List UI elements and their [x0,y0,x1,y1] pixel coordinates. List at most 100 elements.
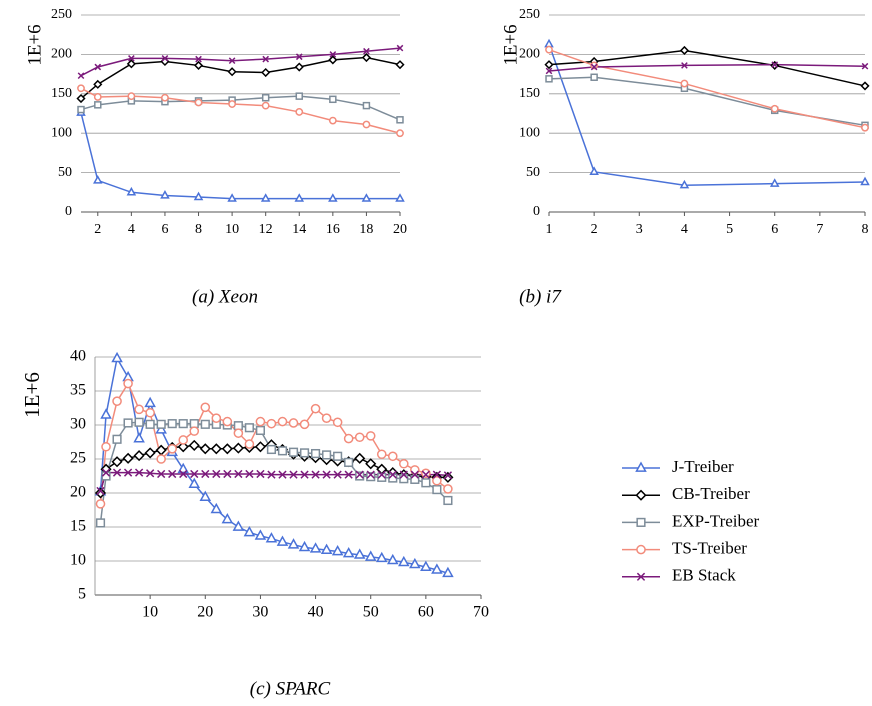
marker-circle [387,451,398,462]
marker-circle [127,92,136,101]
marker-diamond [111,456,123,468]
marker-x [195,55,202,63]
marker-square [432,485,442,495]
marker-diamond [177,441,189,453]
marker-x [278,470,287,479]
marker-square [362,101,371,110]
marker-square [396,116,404,124]
y-tick-label: 50 [58,165,72,180]
marker-triangle [298,540,311,552]
marker-square [366,472,376,482]
x-tick-label: 12 [259,222,273,237]
marker-square [590,73,598,81]
marker-x [388,470,397,479]
marker-square [94,101,102,109]
marker-x [157,469,166,479]
marker-x [77,72,85,80]
marker-x [179,469,188,479]
x-tick-label: 16 [326,222,340,237]
marker-triangle [287,538,300,549]
marker-x [363,47,370,55]
marker-triangle [254,529,267,540]
marker-circle [396,129,404,138]
x-tick-label: 2 [591,222,598,237]
marker-circle [432,475,442,486]
marker-triangle [442,566,454,578]
marker-circle [328,116,337,125]
y-tick-label: 15 [70,518,86,535]
marker-circle [399,458,409,469]
marker-triangle [100,408,112,419]
marker-diamond [365,458,377,470]
marker-square [200,419,210,429]
marker-triangle [199,490,212,501]
x-tick-label: 8 [195,222,202,237]
x-tick-label: 20 [393,222,407,237]
legend-label: EB Stack [672,566,736,585]
marker-circle [194,98,203,107]
marker-circle [861,123,869,132]
marker-x [366,470,375,479]
marker-x [234,469,243,479]
marker-diamond [210,443,222,455]
y-tick-label: 200 [51,47,72,62]
x-tick-label: 4 [681,222,688,237]
x-tick-label: 60 [418,604,434,621]
marker-triangle [93,175,103,184]
x-tick-label: 8 [862,222,869,237]
marker-diamond [93,79,103,89]
marker-circle [156,454,166,464]
marker-x [410,470,419,479]
y-tick-label: 30 [70,416,86,433]
marker-x [311,470,320,479]
marker-triangle [232,520,245,531]
marker-diamond [395,60,405,70]
marker-triangle [221,513,234,524]
marker-x [545,67,553,75]
marker-x [322,470,331,479]
marker-square [255,425,266,436]
marker-square [233,421,243,431]
marker-square [189,419,199,429]
marker-diamond [442,471,454,483]
marker-x [377,470,386,479]
caption: (a) Xeon [192,286,258,307]
marker-triangle [386,553,399,565]
marker-diamond [544,60,554,70]
y-axis-label: 1E+6 [500,24,521,65]
marker-triangle [328,193,338,202]
marker-x [112,468,122,477]
marker-x [681,62,688,69]
marker-triangle [111,351,123,363]
marker-triangle [342,547,355,558]
marker-triangle [544,38,554,48]
marker-circle [255,416,266,427]
marker-x [262,55,270,63]
marker-triangle [188,477,201,489]
marker-x [223,469,232,479]
x-tick-label: 6 [161,222,168,237]
marker-triangle [133,432,145,443]
marker-x [256,469,265,479]
legend-marker [636,544,646,555]
marker-triangle [265,532,278,543]
y-tick-label: 250 [51,7,72,22]
marker-triangle [769,178,780,187]
marker-diamond [227,67,237,77]
marker-circle [321,413,332,424]
marker-x [295,53,303,61]
marker-diamond [76,93,86,104]
marker-diamond [144,447,156,459]
marker-circle [211,413,222,424]
marker-x [134,468,144,477]
marker-diamond [126,59,136,69]
marker-circle [545,45,553,54]
marker-x [267,470,276,479]
y-tick-label: 40 [70,348,86,365]
y-tick-label: 25 [70,450,86,467]
series-line [80,112,400,200]
marker-x [190,469,199,479]
marker-x [355,470,364,479]
legend-marker [636,572,646,581]
